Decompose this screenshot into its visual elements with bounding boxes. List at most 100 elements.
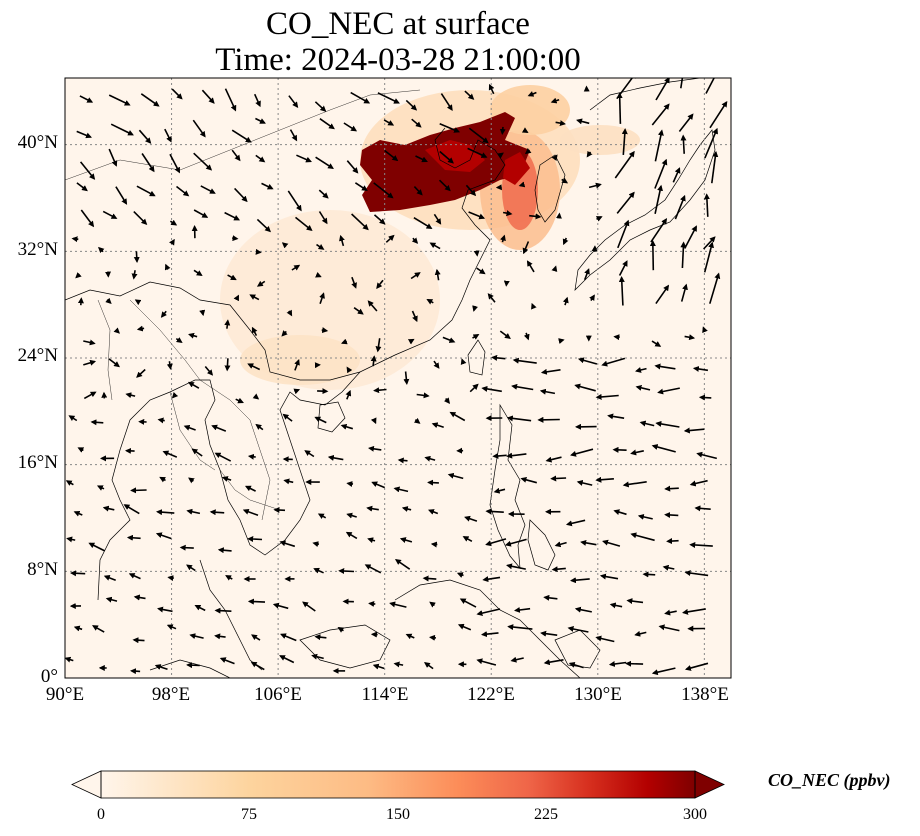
wind-arrow [635,367,647,373]
wind-arrow [476,608,501,617]
wind-arrow [580,539,597,546]
wind-arrow [339,234,345,247]
wind-arrow [680,134,687,154]
wind-arrow [110,123,134,136]
wind-arrow [318,211,328,225]
wind-arrow [186,508,201,515]
wind-arrow [614,150,635,179]
wind-arrow [346,512,357,519]
wind-arrow [126,534,141,541]
wind-arrow [337,627,345,633]
wind-arrow [209,509,225,516]
map-title-line1: CO_NEC at surface [266,6,530,42]
wind-arrow [162,450,178,458]
wind-arrow [314,634,327,641]
lon-tick-90e: 90°E [45,684,85,705]
wind-arrow [160,310,167,318]
wind-arrow [411,118,422,128]
wind-arrow [192,119,206,138]
wind-arrow [214,633,226,640]
wind-arrow [91,625,105,633]
wind-arrow [485,508,504,515]
wind-arrow [79,161,96,180]
wind-arrow [608,661,627,667]
lat-tick-16n: 16°N [17,452,58,473]
wind-arrow [526,260,535,273]
wind-arrow [504,538,527,547]
lon-tick-106e: 106°E [254,684,302,705]
colorbar-tick-300: 300 [683,806,707,823]
wind-arrow [253,93,261,108]
wind-arrow [589,294,595,302]
wind-arrow [464,515,478,522]
wind-arrow [273,507,286,514]
wind-arrow [595,476,614,483]
wind-arrow [225,575,233,581]
wind-arrow [169,238,175,246]
wind-arrow [543,659,564,666]
wind-arrow [487,293,496,303]
wind-arrow [350,91,371,104]
wind-arrow [188,332,198,339]
wind-arrow [169,219,178,226]
wind-arrow [65,480,74,486]
wind-arrow [413,217,433,229]
wind-arrow [134,299,142,306]
wind-arrow [651,340,662,347]
wind-arrow [705,78,715,94]
wind-arrow [65,656,74,663]
wind-arrow [527,91,537,97]
colorbar-gradient [101,771,695,798]
wind-arrow [562,237,569,246]
wind-arrow [704,127,718,159]
wind-arrow [154,664,168,671]
wind-arrow [155,532,172,540]
wind-arrow [133,594,146,601]
wind-arrow [413,417,421,424]
wind-arrow [289,129,298,142]
wind-arrow [529,213,542,220]
wind-arrow [551,566,566,573]
wind-arrow [105,297,112,305]
wind-arrow [540,630,558,637]
wind-arrow [291,264,301,271]
wind-arrow [247,598,266,605]
wind-arrow [514,606,531,613]
wind-arrow [416,392,430,399]
wind-arrow [188,477,195,484]
colorbar-frame [100,770,696,799]
wind-arrow [664,511,679,518]
wind-arrow [429,242,441,250]
wind-arrow [80,209,95,228]
wind-arrow [317,513,327,520]
wind-arrow [521,127,529,133]
wind-arrow [314,101,327,112]
wind-arrow [327,454,344,461]
wind-arrow [96,485,105,491]
wind-arrow [651,103,670,126]
wind-arrow [577,357,598,365]
wind-arrow [132,637,145,644]
lon-tick-130e: 130°E [574,684,622,705]
wind-arrow [651,444,676,453]
wind-arrow [98,246,105,254]
wind-arrow [473,250,480,257]
wind-arrow [405,633,415,640]
wind-arrow [625,660,644,667]
wind-arrow [367,537,376,544]
wind-arrow [187,381,200,389]
wind-arrow [105,596,118,603]
wind-arrow [341,338,348,345]
wind-arrow [345,531,358,540]
wind-arrow [399,537,413,543]
lat-tick-8n: 8°N [27,559,58,580]
wind-vectors [65,78,728,676]
wind-arrow [565,519,586,527]
wind-arrow [442,336,456,343]
wind-arrow [654,129,664,162]
wind-arrow [371,481,386,489]
wind-arrow [199,309,206,317]
wind-arrow [499,126,506,135]
wind-arrow [321,327,329,334]
wind-arrow [401,506,412,512]
